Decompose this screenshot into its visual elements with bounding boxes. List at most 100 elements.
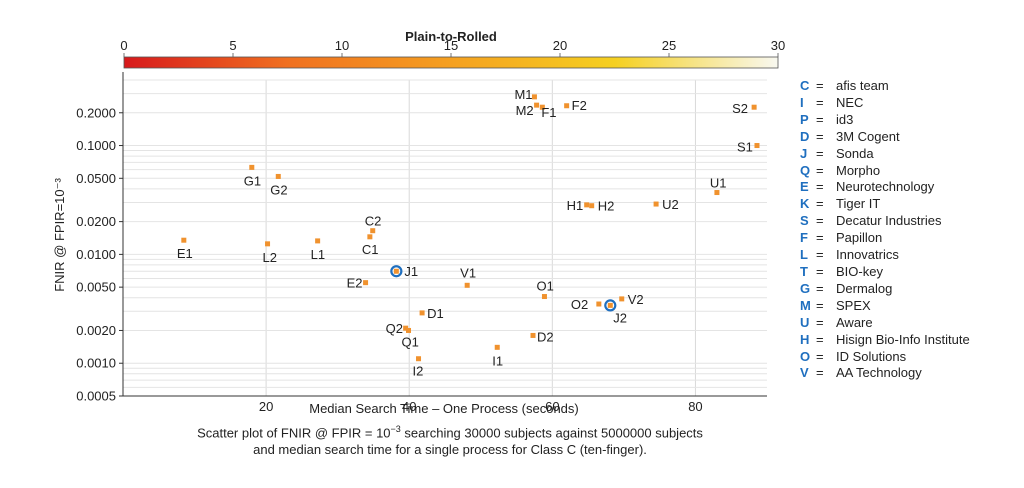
legend-code: C: [800, 78, 810, 93]
point-label-q2: Q2: [386, 321, 403, 336]
colorbar: Plain-to-Rolled 0 5 10 15 20 25 30: [120, 29, 785, 69]
point-label-e2: E2: [347, 276, 363, 291]
highlight-ring-j1: [390, 265, 403, 278]
point-label-d1: D1: [427, 306, 444, 321]
legend-item-l: L = Innovatrics: [800, 247, 970, 264]
point-q1: [406, 327, 412, 333]
point-o2: [596, 301, 602, 307]
point-label-h2: H2: [598, 199, 615, 214]
point-s1: [754, 143, 760, 149]
point-label-u2: U2: [662, 197, 679, 212]
legend-vendor-name: 3M Cogent: [836, 128, 900, 144]
point-i1: [494, 344, 500, 350]
point-m2: [534, 102, 540, 108]
y-tick-label: 0.2000: [76, 105, 116, 120]
y-tick-label: 0.0050: [76, 280, 116, 295]
legend-code: V: [800, 365, 809, 381]
legend-item-u: U = Aware: [800, 315, 970, 332]
point-label-q1: Q1: [402, 334, 419, 349]
y-tick-label: 0.0500: [76, 171, 116, 186]
point-q2: [403, 325, 409, 331]
point-j2: [607, 302, 613, 308]
legend-vendor-name: NEC: [836, 94, 864, 110]
scatter-chart: Plain-to-Rolled 0 5 10 15 20 25 30 20 40 60 80 0.00…: [52, 29, 785, 416]
legend-vendor-name: Sonda: [836, 145, 874, 161]
axes: 20 40 60 80 0.0005 0.0010 0.0020 0.0050 0.0100 0.…: [76, 72, 767, 414]
colorbar-tick-label: 0: [120, 38, 127, 53]
legend-item-q: Q = Morpho: [800, 163, 970, 180]
point-e2: [363, 280, 369, 286]
x-tick-label: 20: [259, 399, 273, 414]
legend-separator: =: [816, 128, 824, 144]
point-label-g2: G2: [270, 182, 287, 197]
legend-vendor-name: Dermalog: [836, 280, 893, 296]
legend-vendor-name: Innovatrics: [836, 247, 899, 263]
point-label-f1: F1: [541, 105, 556, 120]
x-tick-label: 80: [688, 399, 702, 414]
y-tick-label: 0.0010: [76, 356, 116, 371]
legend-code: L: [800, 247, 808, 263]
point-f2: [564, 103, 570, 109]
legend-code: G: [800, 280, 811, 296]
legend-vendor-name: Morpho: [836, 162, 881, 178]
point-e1: [181, 237, 187, 243]
legend-vendor-name: BIO-key: [836, 263, 883, 279]
point-label-f2: F2: [572, 98, 587, 113]
legend-code: T: [800, 263, 808, 279]
legend-item-t: T = BIO-key: [800, 264, 970, 281]
x-tick-label: 40: [402, 399, 416, 414]
legend-vendor-name: ID Solutions: [836, 348, 907, 364]
legend-item-s: S = Decatur Industries: [800, 213, 970, 230]
y-tick-label: 0.0100: [76, 247, 116, 262]
legend-separator: =: [816, 263, 824, 279]
point-label-e1: E1: [177, 246, 193, 261]
colorbar-tick-label: 15: [444, 38, 458, 53]
point-d2: [530, 332, 536, 338]
legend-vendor-name: SPEX: [836, 297, 871, 313]
point-label-o2: O2: [571, 297, 588, 312]
point-label-l2: L2: [263, 250, 277, 265]
point-label-u1: U1: [710, 176, 727, 191]
colorbar-tick-label: 10: [335, 38, 349, 53]
point-i2: [416, 356, 422, 362]
caption-exponent: −3: [390, 424, 401, 434]
y-axis-title: FNIR @ FPIR=10⁻³: [52, 178, 67, 292]
legend-item-i: I = NEC: [800, 95, 970, 112]
legend-code: K: [800, 196, 810, 212]
point-label-v1: V1: [460, 265, 476, 280]
point-label-v2: V2: [628, 292, 644, 307]
legend-code: E: [800, 179, 809, 195]
legend-item-f: F = Papillon: [800, 230, 970, 247]
point-v2: [619, 296, 625, 302]
point-g1: [249, 164, 255, 170]
legend-item-e: E = Neurotechnology: [800, 179, 970, 196]
colorbar-tick-label: 25: [662, 38, 676, 53]
point-h2: [589, 203, 595, 209]
legend-code: Q: [800, 162, 811, 178]
legend-vendor-name: Decatur Industries: [836, 213, 942, 229]
point-label-i1: I1: [492, 353, 503, 368]
legend-vendor-name: Aware: [836, 314, 873, 330]
point-label-m2: M2: [516, 103, 534, 118]
legend-separator: =: [816, 111, 824, 127]
legend-code: O: [800, 348, 811, 364]
point-g2: [275, 173, 281, 179]
point-label-d2: D2: [537, 329, 554, 344]
highlight-ring-j2: [604, 299, 617, 312]
colorbar-tick-label: 30: [771, 38, 785, 53]
legend-item-k: K = Tiger IT: [800, 196, 970, 213]
colorbar-tick-label: 5: [229, 38, 236, 53]
point-label-s2: S2: [732, 101, 748, 116]
point-d1: [419, 310, 425, 316]
point-h1: [584, 202, 590, 208]
point-l1: [315, 238, 321, 244]
legend-vendor-name: id3: [836, 111, 854, 127]
vendor-legend: C = afis team I = NEC P = id3 D = 3M Cogent J = Sonda Q…: [800, 78, 970, 382]
point-label-o1: O1: [536, 279, 553, 294]
y-tick-label: 0.0020: [76, 323, 116, 338]
point-u1: [714, 190, 720, 196]
legend-vendor-name: Tiger IT: [836, 196, 881, 212]
point-j1: [393, 268, 399, 274]
legend-separator: =: [816, 78, 824, 93]
caption-line-1: Scatter plot of FNIR @ FPIR = 10−3 searc…: [120, 421, 780, 441]
